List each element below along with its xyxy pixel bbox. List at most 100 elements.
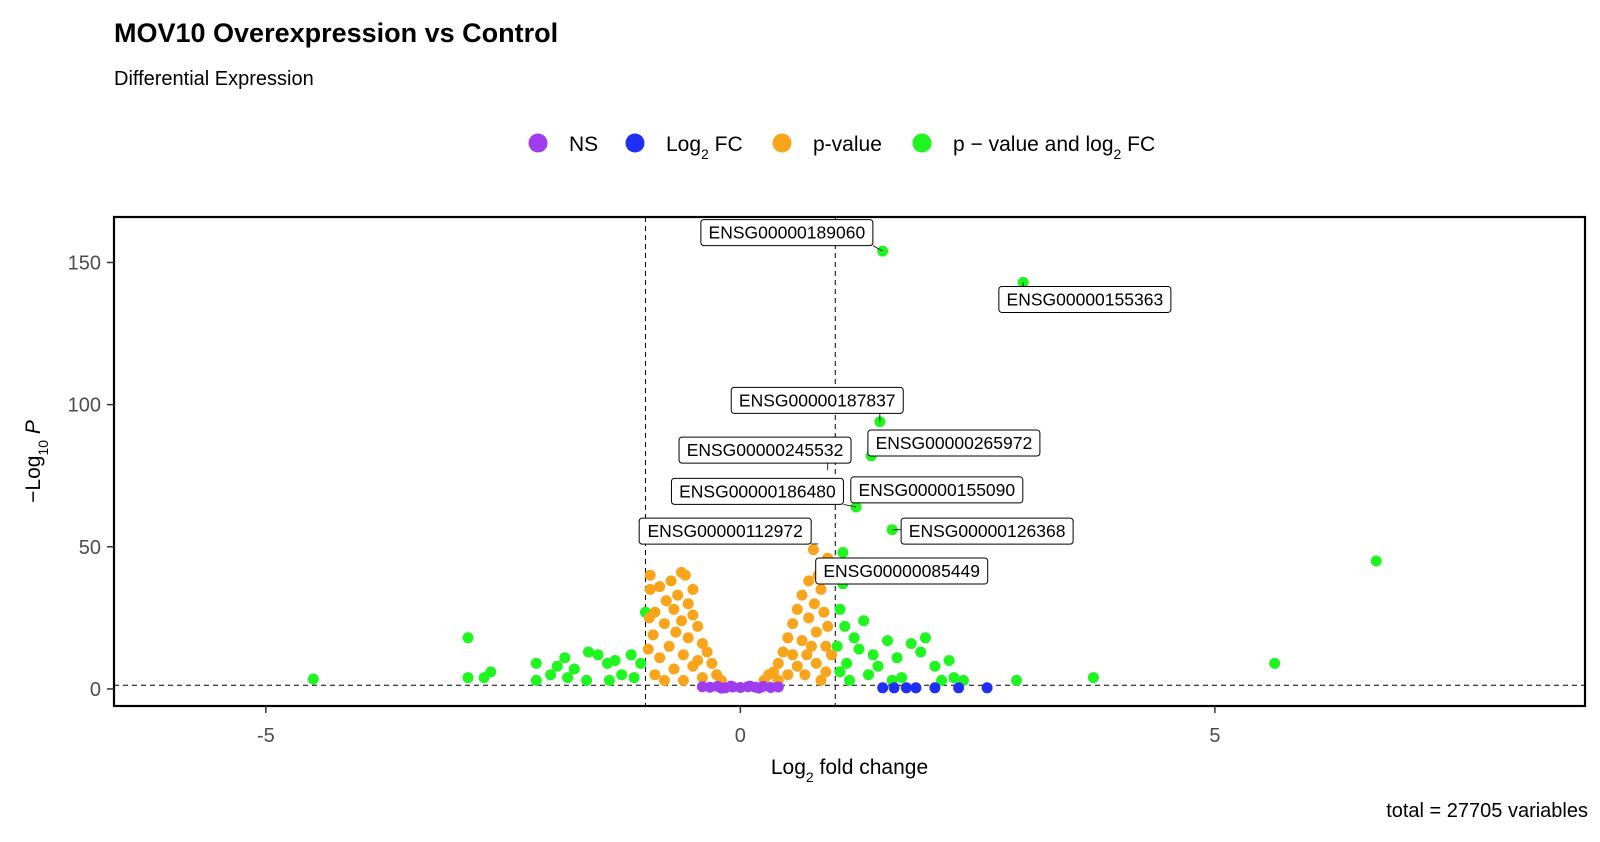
y-tick-label: 50: [79, 537, 101, 559]
data-point: [583, 646, 594, 658]
data-point: [676, 615, 687, 627]
gene-label: ENSG00000155090: [850, 476, 1024, 504]
data-point: [810, 626, 822, 638]
data-point: [679, 569, 691, 581]
data-point: [706, 657, 718, 669]
data-point: [668, 663, 680, 675]
data-point: [687, 583, 699, 595]
gene-label-box: [678, 436, 852, 464]
legend-label-part: p-value: [813, 133, 882, 156]
data-point: [818, 606, 830, 618]
data-point: [682, 598, 694, 610]
data-point: [677, 649, 689, 661]
data-point: [834, 603, 846, 615]
data-point: [530, 657, 542, 669]
data-point: [753, 682, 765, 694]
x-axis-label-part: Log: [771, 756, 806, 779]
legend-label-part: FC: [709, 133, 743, 156]
gene-label: ENSG00000112972: [638, 517, 819, 545]
gene-label-text: ENSG00000189060: [709, 223, 866, 243]
data-point: [658, 618, 670, 630]
gene-label: ENSG00000265972: [867, 429, 1041, 457]
gene-label-box: [998, 285, 1172, 313]
data-point: [1269, 657, 1281, 669]
gene-label-text: ENSG00000112972: [647, 521, 802, 541]
gene-labels: ENSG00000189060 ENSG00000155363 ENSG000001…: [638, 219, 1172, 585]
data-point: [649, 669, 661, 681]
legend-item-ns: NS: [528, 133, 598, 156]
gene-label-text: ENSG00000187837: [739, 390, 896, 410]
legend-swatch: [528, 133, 548, 153]
data-point: [905, 638, 917, 649]
data-point: [948, 672, 960, 684]
x-tick-label: 5: [1209, 725, 1220, 747]
data-point: [953, 682, 965, 694]
data-point: [891, 652, 903, 664]
gene-label-text: ENSG00000126368: [909, 521, 1066, 541]
legend-label-part: FC: [1121, 133, 1155, 156]
y-axis-label-part: P: [22, 420, 45, 440]
chart-title: MOV10 Overexpression vs Control: [114, 18, 558, 48]
data-point: [551, 660, 563, 672]
data-point: [782, 669, 794, 681]
data-point: [896, 672, 908, 684]
legend-swatch: [772, 133, 792, 153]
data-point: [701, 646, 713, 658]
data-point: [882, 635, 893, 647]
data-point: [981, 682, 993, 694]
data-point: [772, 657, 784, 669]
data-point: [307, 673, 319, 685]
data-point: [609, 655, 621, 666]
data-point: [462, 632, 474, 644]
data-point: [581, 674, 593, 686]
data-point: [853, 643, 865, 655]
data-point: [682, 632, 694, 644]
data-point: [799, 669, 811, 681]
data-point: [635, 657, 647, 669]
x-axis-label-part: fold change: [814, 756, 928, 779]
gene-label-text: ENSG00000155090: [858, 480, 1015, 500]
data-point: [559, 652, 571, 664]
gene-label: ENSG00000245532: [678, 436, 852, 471]
data-point: [772, 681, 784, 693]
legend-label: p-value: [813, 133, 882, 156]
data-point: [643, 612, 655, 624]
data-point: [663, 640, 675, 652]
data-point: [654, 652, 666, 664]
data-point: [808, 598, 820, 610]
plot-area: ENSG00000189060 ENSG00000155363 ENSG000001…: [114, 217, 1585, 706]
data-point: [672, 589, 684, 601]
legend-item-both: p − value and log2 FC: [912, 133, 1155, 162]
data-point: [568, 663, 580, 675]
data-point: [796, 635, 808, 647]
gene-label: ENSG00000187837: [730, 386, 904, 422]
data-point: [820, 640, 832, 652]
legend-label-part: NS: [569, 133, 598, 156]
data-point: [562, 672, 574, 684]
plot-border: [112, 215, 1587, 708]
data-point: [1370, 555, 1382, 567]
legend-swatch: [912, 133, 932, 153]
data-point: [603, 674, 615, 686]
legend-label: NS: [569, 133, 598, 156]
data-point: [888, 682, 900, 694]
data-point: [687, 609, 699, 621]
data-point: [592, 649, 604, 661]
chart-subtitle: Differential Expression: [114, 68, 314, 90]
y-tick-label: 0: [90, 679, 101, 701]
data-point: [1011, 674, 1022, 686]
series-ns: [696, 680, 784, 694]
data-point: [874, 416, 886, 428]
data-point: [803, 575, 815, 587]
gene-label-box: [850, 476, 1024, 504]
gene-label-text: ENSG00000186480: [679, 481, 836, 501]
x-tick-label: -5: [257, 725, 275, 747]
legend-label-part: Log: [666, 133, 701, 156]
y-axis-label-part: −Log: [22, 456, 45, 503]
data-point: [616, 669, 628, 681]
data-point: [791, 603, 803, 615]
data-point: [806, 640, 817, 652]
data-point: [886, 524, 898, 536]
data-point: [696, 672, 708, 684]
data-point: [665, 575, 677, 587]
